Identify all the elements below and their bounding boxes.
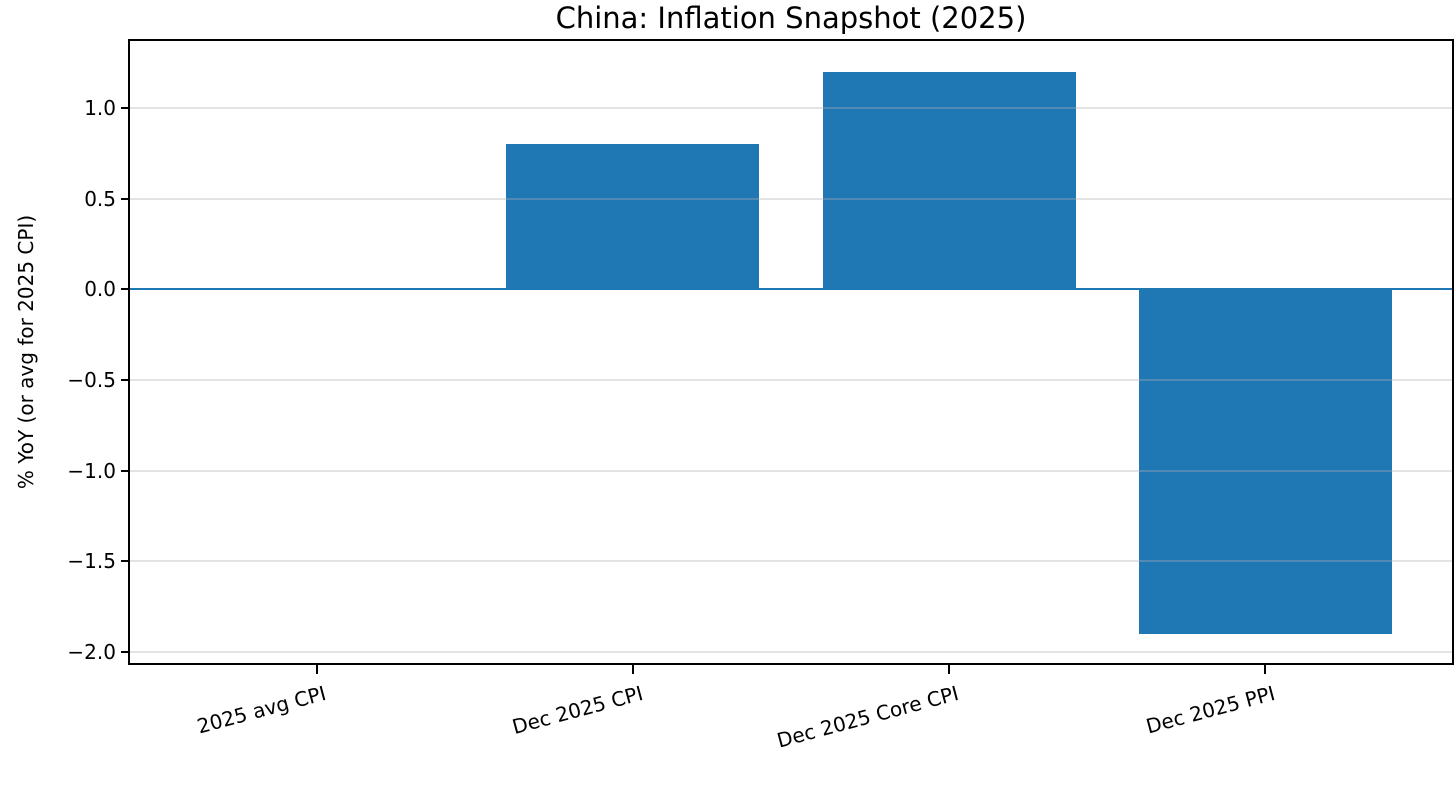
- y-tick-mark: [121, 197, 130, 200]
- y-tick-mark: [121, 107, 130, 110]
- bar-dec-2025-ppi: [1138, 289, 1392, 634]
- x-tick-mark: [1264, 665, 1267, 674]
- y-tick-mark: [121, 288, 130, 291]
- y-tick-label: −2.0: [67, 640, 116, 665]
- bar-dec-2025-cpi: [506, 144, 760, 290]
- y-gridline: [130, 197, 1452, 200]
- y-tick-label: −1.5: [67, 549, 116, 574]
- y-tick-label: −1.0: [67, 458, 116, 483]
- y-tick-label: 0.0: [84, 277, 116, 302]
- y-tick-mark: [121, 379, 130, 382]
- x-tick-label-dec-2025-cpi: Dec 2025 CPI: [509, 681, 646, 739]
- x-tick-mark: [631, 665, 634, 674]
- zero-line: [130, 288, 1452, 291]
- plot-area: [128, 39, 1454, 665]
- y-tick-mark: [121, 651, 130, 654]
- y-gridline: [130, 107, 1452, 110]
- x-tick-mark: [948, 665, 951, 674]
- y-gridline: [130, 379, 1452, 382]
- y-tick-mark: [121, 560, 130, 563]
- y-tick-mark: [121, 469, 130, 472]
- x-tick-label-dec-2025-core-cpi: Dec 2025 Core CPI: [774, 681, 962, 753]
- x-tick-mark: [315, 665, 318, 674]
- y-tick-label: 0.5: [84, 186, 116, 211]
- y-gridline: [130, 560, 1452, 563]
- x-tick-label-2025-avg-cpi: 2025 avg CPI: [194, 681, 329, 739]
- y-gridline: [130, 651, 1452, 654]
- y-tick-label: −0.5: [67, 368, 116, 393]
- y-tick-label: 1.0: [84, 96, 116, 121]
- bar-dec-2025-core-cpi: [822, 71, 1076, 290]
- chart-title: China: Inflation Snapshot (2025): [555, 1, 1027, 35]
- y-gridline: [130, 469, 1452, 472]
- y-axis-label: % YoY (or avg for 2025 CPI): [14, 214, 38, 490]
- x-tick-label-dec-2025-ppi: Dec 2025 PPI: [1143, 681, 1278, 739]
